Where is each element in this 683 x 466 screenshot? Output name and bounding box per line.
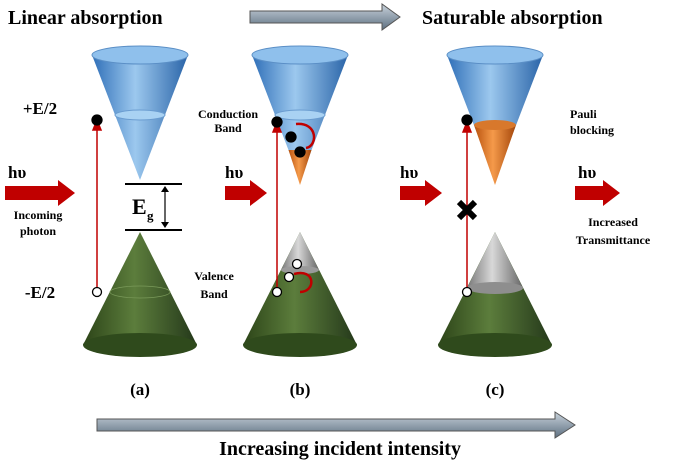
progress-arrow: [250, 4, 400, 30]
upper-level: +E/2: [23, 99, 57, 118]
transmittance-label: Transmittance: [576, 233, 651, 247]
photon-label: hυ: [225, 163, 243, 182]
diagram: Linear absorption Saturable absorption I…: [0, 0, 683, 466]
photon-label: hυ: [8, 163, 26, 182]
panel-label: (a): [130, 380, 150, 399]
pauli-label: blocking: [570, 123, 614, 137]
footer: Increasing incident intensity: [219, 438, 461, 460]
title-right: Saturable absorption: [422, 7, 603, 29]
intensity-arrow: [97, 412, 575, 438]
conduction-label: Conduction: [198, 107, 258, 121]
cones: [83, 46, 552, 357]
pauli-label: Pauli: [570, 107, 597, 121]
panel-label: (c): [486, 380, 505, 399]
conduction-label: Band: [214, 121, 242, 135]
transmittance-label: Increased: [588, 215, 638, 229]
gap-subscript: g: [147, 208, 154, 223]
gap-symbol: E: [132, 194, 147, 219]
photon-label: hυ: [578, 163, 596, 182]
title-left: Linear absorption: [8, 7, 163, 29]
incoming-label: Incoming: [14, 208, 63, 222]
incoming-label: photon: [20, 224, 56, 238]
lower-level: -E/2: [25, 283, 55, 302]
photon-label: hυ: [400, 163, 418, 182]
valence-label: Valence: [194, 269, 234, 283]
valence-label: Band: [200, 287, 228, 301]
panel-label: (b): [290, 380, 311, 399]
